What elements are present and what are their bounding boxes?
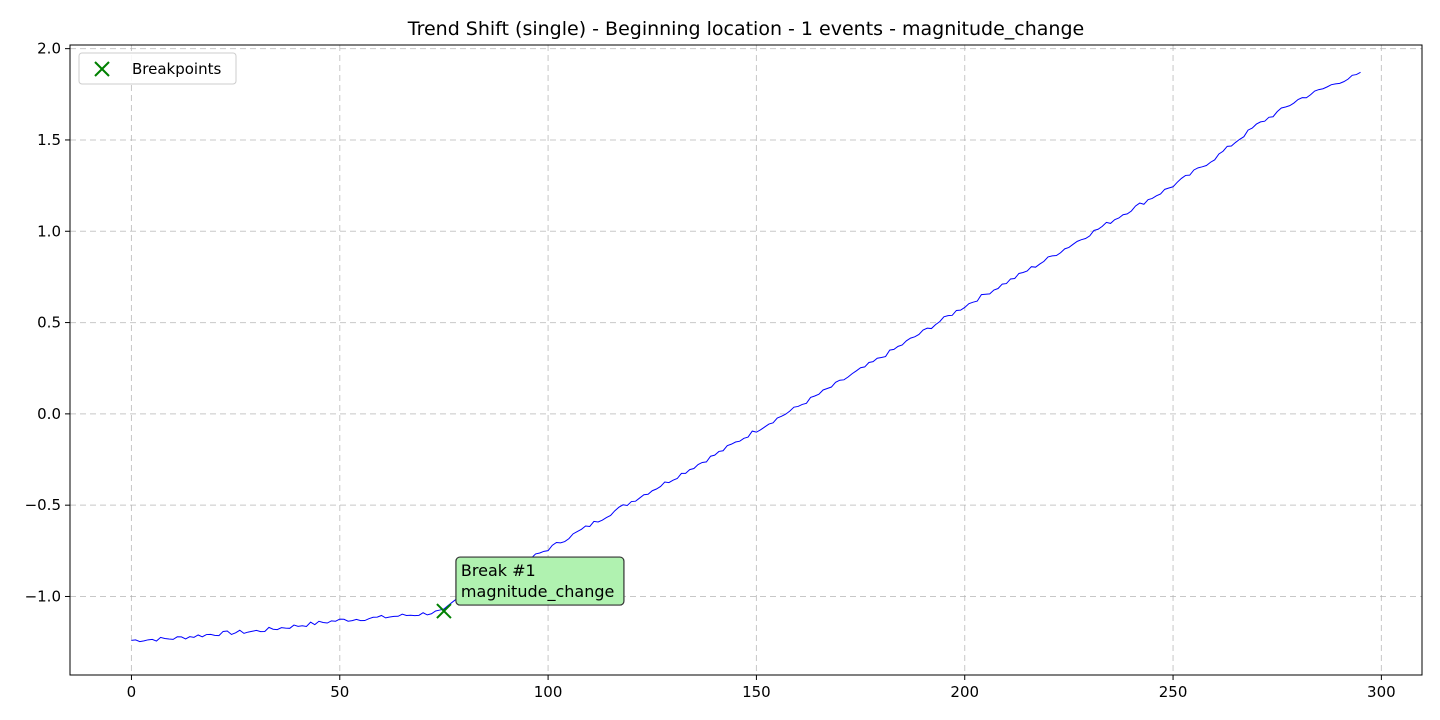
y-tick-label: 0.0 — [37, 405, 61, 423]
legend-label-breakpoints: Breakpoints — [132, 60, 221, 78]
y-tick-label: 1.5 — [37, 131, 61, 149]
x-tick-label: 100 — [534, 683, 563, 701]
x-tick-label: 0 — [127, 683, 137, 701]
y-tick-label: 0.5 — [37, 314, 61, 332]
marker-layer — [436, 603, 452, 619]
annotation-line1: Break #1 — [461, 561, 536, 580]
annotation-layer: Break #1 magnitude_change — [455, 556, 625, 606]
axes-layer: 0 50 100 150 200 250 300 −1.0 −0.5 0.0 0.5 1.0 1.5 2.… — [25, 40, 1423, 701]
chart-title: Trend Shift (single) - Beginning locatio… — [407, 18, 1084, 40]
series-layer — [131, 71, 1361, 643]
marker-stroke — [94, 61, 110, 77]
plot-frame — [69, 44, 1423, 676]
annotation-box — [455, 556, 625, 606]
legend-breakpoint-marker — [94, 61, 110, 77]
legend-x-marker — [94, 61, 110, 77]
y-tick-label: −1.0 — [25, 587, 61, 605]
legend: Breakpoints — [78, 52, 237, 85]
x-tick-label: 200 — [950, 683, 979, 701]
marker-stroke — [436, 603, 452, 619]
x-tick-label: 50 — [330, 683, 349, 701]
x-tick-label: 300 — [1367, 683, 1396, 701]
x-tick-label: 150 — [742, 683, 771, 701]
x-tick-label: 250 — [1159, 683, 1188, 701]
breakpoint-marker — [436, 603, 452, 619]
grid-layer — [70, 45, 1422, 675]
legend-frame — [78, 52, 237, 85]
y-tick-label: 1.0 — [37, 222, 61, 240]
annotation-line2: magnitude_change — [461, 582, 614, 602]
series-line — [131, 71, 1361, 643]
y-tick-label: −0.5 — [25, 496, 61, 514]
y-tick-label: 2.0 — [37, 40, 61, 58]
